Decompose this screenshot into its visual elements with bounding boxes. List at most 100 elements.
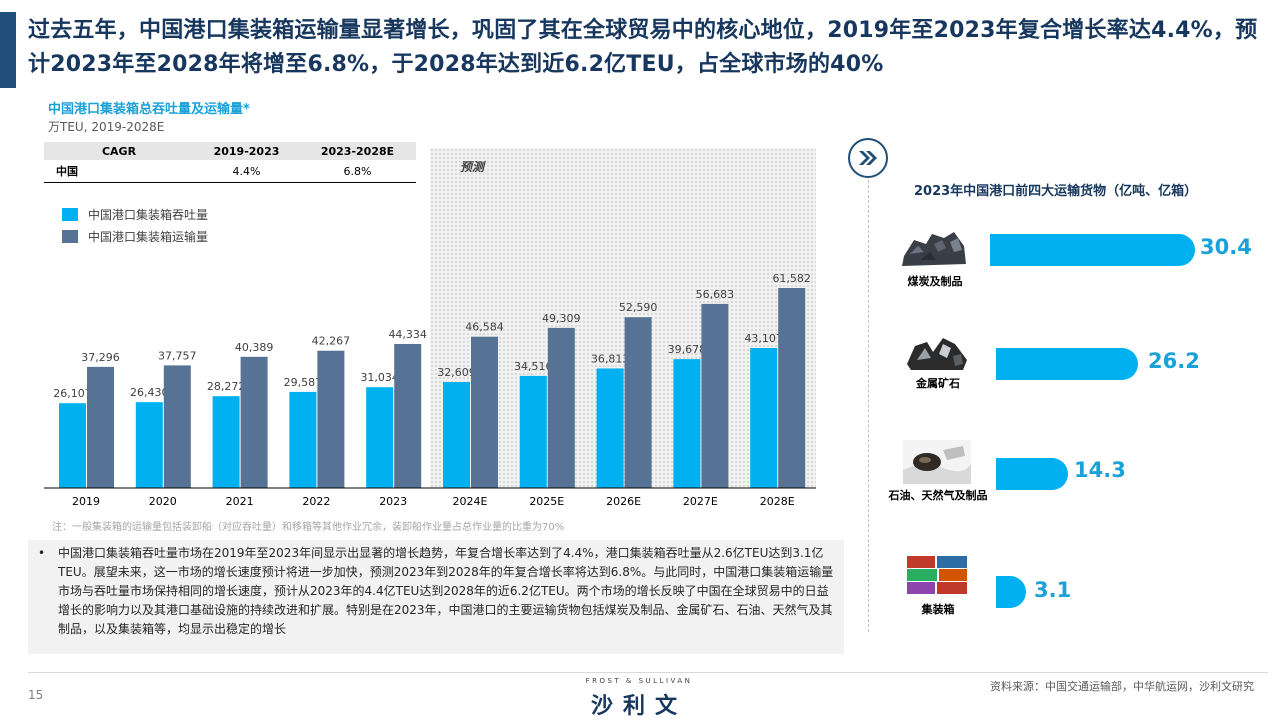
x-tick-2023: 2023 (379, 495, 407, 508)
chart-unit: 万TEU, 2019-2028E (48, 120, 165, 134)
legend-item-transport: 中国港口集装箱运输量 (62, 225, 208, 247)
x-tick-2021: 2021 (226, 495, 254, 508)
value-label-transport-2027E: 56,683 (696, 288, 735, 301)
x-tick-2020: 2020 (149, 495, 177, 508)
x-tick-2026E: 2026E (606, 495, 641, 508)
headline-accent-bar (0, 12, 16, 88)
cagr-value-2: 6.8% (299, 160, 416, 183)
logo-text-cn: 沙利文 (590, 694, 687, 719)
cargo-value-ore: 26.2 (1148, 349, 1200, 373)
bar-transport-2021 (240, 356, 268, 488)
value-label-throughput-2024E: 32,609 (437, 366, 476, 379)
cargo-label-coal: 煤炭及制品 (907, 275, 963, 288)
cargo-value-oil-gas: 14.3 (1074, 458, 1126, 482)
coal-photo-icon (900, 226, 968, 270)
bar-transport-2027E (701, 303, 729, 488)
x-tick-2019: 2019 (72, 495, 100, 508)
summary-box: • 中国港口集装箱吞吐量市场在2019年至2023年间显示出显著的增长趋势，年复… (28, 540, 844, 654)
bar-chart: 26,107 37,296 2019 26,430 37,757 2020 28,272 40… (44, 272, 816, 508)
value-label-transport-2020: 37,757 (158, 349, 197, 362)
summary-bullet: • (38, 546, 46, 560)
chevron-right-icon (848, 138, 888, 178)
legend-swatch-throughput (62, 207, 78, 221)
cargo-label-container: 集装箱 (921, 603, 955, 616)
bar-throughput-2020 (135, 402, 163, 488)
cagr-header-label: CAGR (44, 142, 194, 160)
cargo-bar-coal (990, 234, 1195, 266)
chart-footnote: 注：一般集装箱的运输量包括装卸船（对应吞吐量）和移箱等其他作业冗余，装卸船作业量… (52, 522, 565, 533)
cagr-table: CAGR 2019-2023 2023-2028E 中国 4.4% 6.8% (44, 142, 416, 183)
bar-transport-2028E (778, 288, 806, 488)
value-label-throughput-2025E: 34,516 (514, 360, 553, 373)
value-label-throughput-2023: 31,034 (360, 371, 399, 384)
value-label-throughput-2026E: 36,813 (591, 352, 630, 365)
bar-transport-2026E (624, 317, 652, 488)
source-note: 资料来源：中国交通运输部，中华航运网，沙利文研究 (990, 680, 1254, 693)
cagr-row-china: 中国 4.4% 6.8% (44, 160, 416, 183)
value-label-throughput-2019: 26,107 (53, 387, 92, 400)
bar-throughput-2019 (59, 403, 86, 488)
cargo-label-oil-gas: 石油、天然气及制品 (888, 489, 988, 502)
bar-transport-2023 (394, 344, 422, 488)
value-label-throughput-2027E: 39,678 (668, 343, 707, 356)
value-label-transport-2021: 40,389 (235, 341, 274, 354)
page-headline: 过去五年，中国港口集装箱运输量显著增长，巩固了其在全球贸易中的核心地位，2019… (28, 18, 1258, 77)
cagr-value-1: 4.4% (194, 160, 299, 183)
cargo-bar-ore (996, 348, 1138, 380)
logo-text-en: FROST & SULLIVAN (585, 677, 693, 685)
value-label-throughput-2021: 28,272 (207, 380, 246, 393)
x-tick-2024E: 2024E (453, 495, 488, 508)
cargo-chart-title: 2023年中国港口前四大运输货物（亿吨、亿箱） (914, 184, 1198, 199)
bar-throughput-2027E (673, 359, 701, 488)
value-label-throughput-2020: 26,430 (130, 386, 169, 399)
x-tick-2028E: 2028E (760, 495, 795, 508)
value-label-transport-2024E: 46,584 (465, 321, 504, 334)
value-label-throughput-2028E: 43,107 (744, 332, 783, 345)
bar-transport-2022 (317, 350, 345, 488)
cargo-label-ore: 金属矿石 (916, 377, 960, 390)
bar-transport-2024E (471, 336, 498, 488)
legend-label-transport: 中国港口集装箱运输量 (88, 229, 209, 244)
legend-item-throughput: 中国港口集装箱吞吐量 (62, 203, 208, 225)
bar-throughput-2028E (750, 348, 778, 488)
cargo-value-coal: 30.4 (1200, 235, 1252, 259)
page-number: 15 (28, 688, 44, 702)
bar-throughput-2022 (289, 391, 317, 488)
cargo-bar-oil-gas (996, 458, 1068, 490)
cagr-header-period-2: 2023-2028E (299, 142, 416, 160)
footer-divider (28, 672, 1268, 673)
bar-throughput-2023 (366, 387, 394, 488)
value-label-transport-2022: 42,267 (312, 335, 351, 348)
chart-legend: 中国港口集装箱吞吐量 中国港口集装箱运输量 (62, 203, 208, 247)
legend-swatch-transport (62, 229, 78, 243)
x-tick-2022: 2022 (302, 495, 330, 508)
ore-photo-icon (903, 330, 971, 374)
value-label-transport-2019: 37,296 (81, 351, 120, 364)
cargo-bar-container (996, 576, 1026, 608)
x-tick-2025E: 2025E (529, 495, 564, 508)
bar-transport-2019 (87, 366, 114, 488)
oil-gas-photo-icon (903, 440, 971, 484)
cagr-row-label: 中国 (44, 160, 194, 183)
bar-transport-2020 (163, 365, 191, 488)
bar-throughput-2021 (212, 396, 240, 488)
value-label-transport-2028E: 61,582 (772, 272, 811, 285)
value-label-transport-2026E: 52,590 (619, 301, 658, 314)
chart-title: 中国港口集装箱总吞吐量及运输量* (48, 102, 250, 117)
legend-label-throughput: 中国港口集装箱吞吐量 (88, 207, 209, 222)
panel-divider (868, 180, 869, 632)
cagr-header-row: CAGR 2019-2023 2023-2028E (44, 142, 416, 160)
bar-throughput-2026E (596, 368, 624, 488)
value-label-transport-2023: 44,334 (388, 328, 427, 341)
bar-throughput-2025E (519, 375, 547, 488)
bar-transport-2025E (547, 327, 575, 488)
forecast-label: 预测 (460, 160, 485, 174)
cagr-header-period-1: 2019-2023 (194, 142, 299, 160)
summary-text: 中国港口集装箱吞吐量市场在2019年至2023年间显示出显著的增长趋势，年复合增… (58, 546, 834, 636)
value-label-transport-2025E: 49,309 (542, 312, 581, 325)
x-tick-2027E: 2027E (683, 495, 718, 508)
value-label-throughput-2022: 29,587 (284, 376, 323, 389)
container-photo-icon (903, 552, 971, 596)
cargo-value-container: 3.1 (1034, 578, 1072, 602)
bar-throughput-2024E (443, 382, 470, 488)
